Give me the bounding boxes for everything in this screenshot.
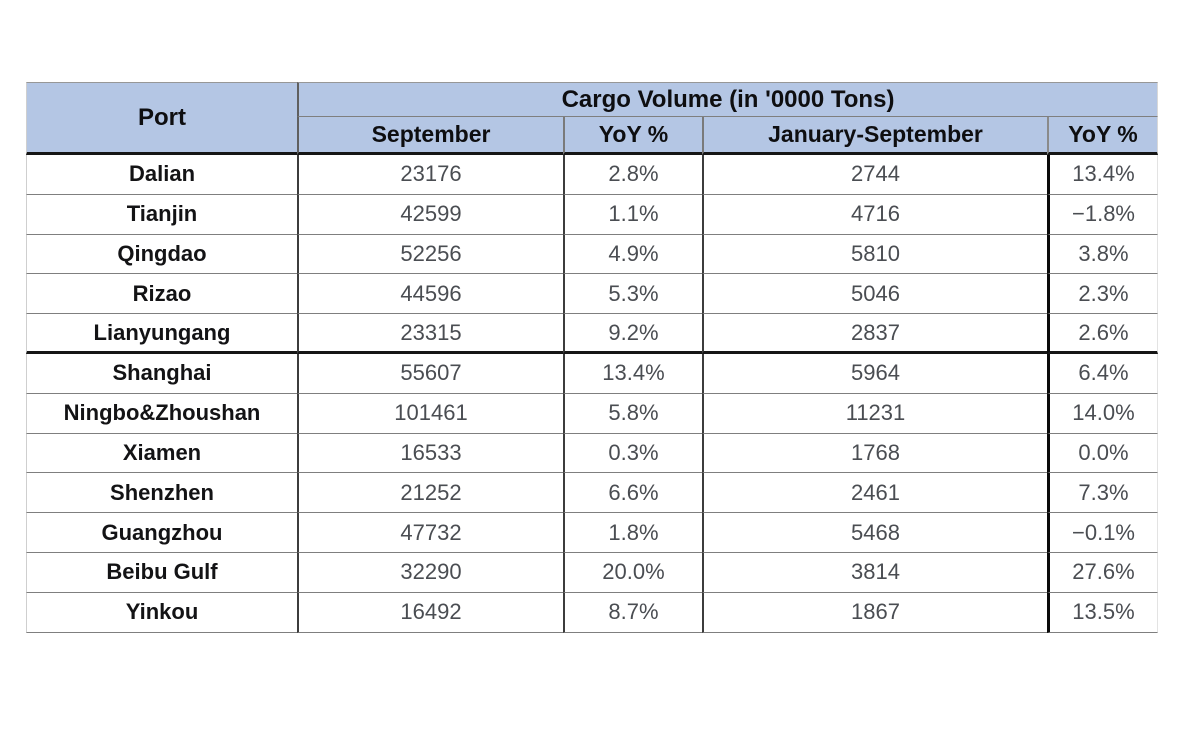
- table-row: Beibu Gulf 32290 20.0% 3814 27.6%: [26, 552, 1158, 593]
- port-name-cell: Rizao: [26, 274, 297, 315]
- cargo-volume-table: Port Cargo Volume (in '0000 Tons) Septem…: [26, 82, 1158, 633]
- table-row: Guangzhou 47732 1.8% 5468 −0.1%: [26, 513, 1158, 553]
- september-yoy-cell: 13.4%: [563, 353, 702, 394]
- september-volume-cell: 21252: [297, 473, 563, 514]
- table-row: Shanghai 55607 13.4% 5964 6.4%: [26, 353, 1158, 394]
- september-volume-cell: 101461: [297, 393, 563, 434]
- jan-september-volume-cell: 5810: [702, 234, 1047, 275]
- cargo-volume-table-container: Port Cargo Volume (in '0000 Tons) Septem…: [26, 82, 1158, 633]
- table-row: Dalian 23176 2.8% 2744 13.4%: [26, 155, 1158, 195]
- september-yoy-cell: 5.3%: [563, 274, 702, 315]
- jan-september-yoy-column-header: YoY %: [1047, 117, 1158, 155]
- table-row: Lianyungang 23315 9.2% 2837 2.6%: [26, 314, 1158, 354]
- september-volume-cell: 32290: [297, 552, 563, 593]
- jan-september-volume-cell: 2837: [702, 314, 1047, 354]
- jan-september-yoy-cell: 2.3%: [1047, 274, 1158, 315]
- september-yoy-cell: 8.7%: [563, 592, 702, 633]
- september-volume-cell: 23315: [297, 314, 563, 354]
- jan-september-column-header: January-September: [702, 117, 1047, 155]
- cargo-volume-group-header: Cargo Volume (in '0000 Tons): [297, 82, 1158, 117]
- table-row: Qingdao 52256 4.9% 5810 3.8%: [26, 234, 1158, 275]
- port-name-cell: Qingdao: [26, 234, 297, 275]
- port-name-cell: Lianyungang: [26, 314, 297, 354]
- september-yoy-cell: 1.1%: [563, 194, 702, 235]
- jan-september-yoy-cell: 13.5%: [1047, 592, 1158, 633]
- september-column-header: September: [297, 117, 563, 155]
- september-yoy-cell: 2.8%: [563, 155, 702, 195]
- september-yoy-cell: 20.0%: [563, 552, 702, 593]
- table-row: Yinkou 16492 8.7% 1867 13.5%: [26, 592, 1158, 633]
- jan-september-volume-cell: 2744: [702, 155, 1047, 195]
- port-name-cell: Guangzhou: [26, 513, 297, 553]
- september-volume-cell: 44596: [297, 274, 563, 315]
- september-volume-cell: 16492: [297, 592, 563, 633]
- jan-september-yoy-cell: 0.0%: [1047, 433, 1158, 474]
- jan-september-yoy-cell: 2.6%: [1047, 314, 1158, 354]
- table-row: Rizao 44596 5.3% 5046 2.3%: [26, 274, 1158, 315]
- port-name-cell: Shanghai: [26, 353, 297, 394]
- port-name-cell: Tianjin: [26, 194, 297, 235]
- september-volume-cell: 52256: [297, 234, 563, 275]
- port-name-cell: Xiamen: [26, 433, 297, 474]
- jan-september-volume-cell: 2461: [702, 473, 1047, 514]
- jan-september-volume-cell: 3814: [702, 552, 1047, 593]
- jan-september-yoy-cell: 6.4%: [1047, 353, 1158, 394]
- jan-september-volume-cell: 5468: [702, 513, 1047, 553]
- september-volume-cell: 55607: [297, 353, 563, 394]
- table-row: Tianjin 42599 1.1% 4716 −1.8%: [26, 194, 1158, 235]
- jan-september-yoy-cell: 14.0%: [1047, 393, 1158, 434]
- header-row-columns: September YoY % January-September YoY %: [26, 117, 1158, 155]
- port-name-cell: Yinkou: [26, 592, 297, 633]
- table-header: Port Cargo Volume (in '0000 Tons) Septem…: [26, 82, 1158, 155]
- port-name-cell: Shenzhen: [26, 473, 297, 514]
- jan-september-yoy-cell: 27.6%: [1047, 552, 1158, 593]
- port-name-cell: Ningbo&Zhoushan: [26, 393, 297, 434]
- jan-september-yoy-cell: 13.4%: [1047, 155, 1158, 195]
- jan-september-yoy-cell: 7.3%: [1047, 473, 1158, 514]
- jan-september-volume-cell: 5964: [702, 353, 1047, 394]
- september-yoy-column-header: YoY %: [563, 117, 702, 155]
- table-row: Shenzhen 21252 6.6% 2461 7.3%: [26, 473, 1158, 514]
- jan-september-yoy-cell: 3.8%: [1047, 234, 1158, 275]
- table-body: Dalian 23176 2.8% 2744 13.4% Tianjin 425…: [26, 155, 1158, 633]
- september-yoy-cell: 5.8%: [563, 393, 702, 434]
- jan-september-yoy-cell: −1.8%: [1047, 194, 1158, 235]
- header-row-group: Port Cargo Volume (in '0000 Tons): [26, 82, 1158, 155]
- jan-september-volume-cell: 11231: [702, 393, 1047, 434]
- jan-september-volume-cell: 5046: [702, 274, 1047, 315]
- september-yoy-cell: 6.6%: [563, 473, 702, 514]
- table-row: Ningbo&Zhoushan 101461 5.8% 11231 14.0%: [26, 393, 1158, 434]
- jan-september-volume-cell: 4716: [702, 194, 1047, 235]
- september-yoy-cell: 0.3%: [563, 433, 702, 474]
- september-yoy-cell: 4.9%: [563, 234, 702, 275]
- september-volume-cell: 16533: [297, 433, 563, 474]
- september-volume-cell: 42599: [297, 194, 563, 235]
- table-row: Xiamen 16533 0.3% 1768 0.0%: [26, 433, 1158, 474]
- port-name-cell: Beibu Gulf: [26, 552, 297, 593]
- september-volume-cell: 23176: [297, 155, 563, 195]
- september-yoy-cell: 1.8%: [563, 513, 702, 553]
- jan-september-yoy-cell: −0.1%: [1047, 513, 1158, 553]
- september-volume-cell: 47732: [297, 513, 563, 553]
- september-yoy-cell: 9.2%: [563, 314, 702, 354]
- port-column-header: Port: [26, 82, 297, 155]
- jan-september-volume-cell: 1867: [702, 592, 1047, 633]
- port-name-cell: Dalian: [26, 155, 297, 195]
- jan-september-volume-cell: 1768: [702, 433, 1047, 474]
